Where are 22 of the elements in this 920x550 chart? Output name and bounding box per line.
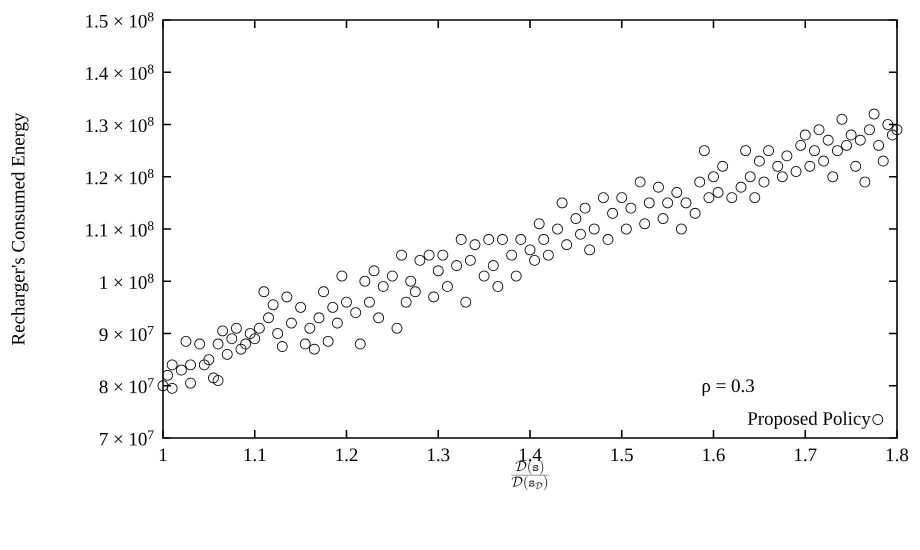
y-tick-label: 1.2 × 10$^{8}$ [86, 169, 154, 184]
legend-label: Proposed Policy [748, 412, 871, 429]
y-tick-label: 1.1 × 10$^{8}$ [86, 221, 154, 237]
x-tick-label: 1.3 [428, 448, 450, 462]
y-tick-label: 9 × 10$^{7}$ [99, 326, 154, 342]
x-axis-title: $\frac{\mathcal{D}(\mathtt{s})}{\mathcal{D}(\mathtt{s}_{\mathcal{D}})}$ [511, 460, 549, 490]
y-tick-label: 1.3 × 10$^{8}$ [86, 116, 154, 132]
y-tick-label: 1.4 × 10$^{8}$ [86, 64, 154, 80]
y-axis-title: Recharger's Consumed Energy [11, 112, 28, 345]
x-tick-label: 1.7 [795, 448, 817, 462]
annotation: ρ = 0.3 [702, 379, 754, 396]
x-tick-label: 1 [160, 448, 167, 462]
y-tick-label: 1 × 10$^{8}$ [100, 274, 154, 289]
x-tick-label: 1.5 [612, 448, 633, 462]
x-tick-label: 1.2 [336, 448, 358, 462]
y-tick-label: 7 × 10$^{7}$ [100, 430, 154, 446]
x-tick-label: 1.1 [244, 448, 266, 462]
x-tick-label: 1.6 [703, 448, 725, 462]
x-tick-label: 1.8 [886, 448, 908, 462]
x-tick-label: 1.4 [520, 448, 542, 462]
y-tick-label: 1.5 × 10$^{8}$ [86, 12, 154, 28]
y-tick-label: 8 × 10$^{7}$ [100, 378, 154, 394]
